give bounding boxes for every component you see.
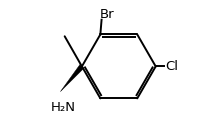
Text: Br: Br — [100, 8, 114, 21]
Text: H₂N: H₂N — [51, 100, 76, 114]
Polygon shape — [60, 65, 84, 92]
Text: Cl: Cl — [165, 60, 178, 73]
